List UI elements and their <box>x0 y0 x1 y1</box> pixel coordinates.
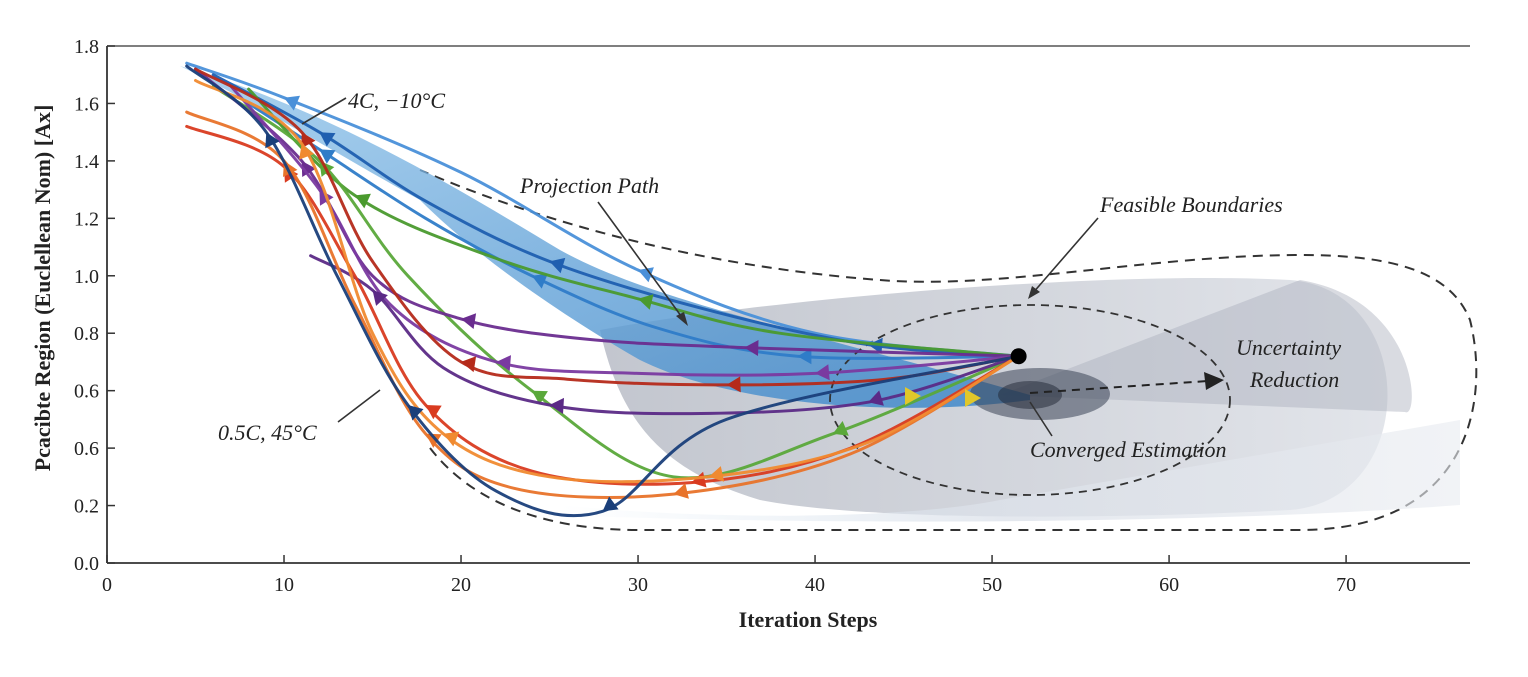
x-axis-title: Iteration Steps <box>739 607 878 632</box>
series-arrow-red-2 <box>726 376 741 393</box>
series-arrow-navy-1 <box>602 496 619 512</box>
series-arrow-green-1 <box>354 193 371 209</box>
series-arrow-orange-1 <box>673 483 689 499</box>
series-arrow-purple-1 <box>461 313 477 329</box>
y-tick-label: 1.0 <box>74 266 99 288</box>
series-arrow-blue-1 <box>284 95 300 111</box>
x-tick-label: 70 <box>1336 574 1356 596</box>
annotation-feasible-boundaries: Feasible Boundaries <box>1099 192 1283 217</box>
series-arrow-purple-3 <box>549 397 564 414</box>
annotation-projection-path: Projection Path <box>519 173 659 198</box>
series-arrow-purple-2 <box>815 364 830 381</box>
series-arrow-blue-1 <box>638 267 654 283</box>
series-arrow-yellow <box>905 387 921 405</box>
y-tick-label: 0.6 <box>74 381 99 403</box>
series-arrow-orange-2 <box>299 143 315 160</box>
annotation-uncertainty: Uncertainty <box>1236 335 1341 360</box>
series-arrow-purple-3 <box>868 390 884 406</box>
uncertainty-ellipse <box>829 304 1231 496</box>
series-orange-1 <box>185 110 1021 499</box>
annotation-lower-condition: 0.5C, 45°C <box>218 420 317 445</box>
annotation-upper-condition: 4C, −10°C <box>348 88 445 113</box>
series-arrow-blue-2 <box>868 337 883 354</box>
annotation-reduction: Reduction <box>1249 367 1339 392</box>
x-tick-label: 60 <box>1159 574 1179 596</box>
y-tick-label: 0.6 <box>74 438 99 460</box>
feasible-boundary-outer <box>419 169 1478 531</box>
series-arrow-blue-3 <box>531 273 548 289</box>
pointer-projection-path <box>597 201 685 321</box>
x-tick-label: 30 <box>628 574 648 596</box>
y-tick-label: 1.2 <box>74 208 99 230</box>
x-tick-label: 40 <box>805 574 825 596</box>
y-axis-title: Pcacibte Region (Euclellean Nom) [Ax] <box>30 105 55 472</box>
pointer-feasible-boundaries-head <box>1028 286 1040 299</box>
series-navy-1 <box>185 64 1021 518</box>
series-arrow-green-2 <box>531 390 548 405</box>
feasible-region-wedge <box>1000 280 1412 413</box>
converged-core <box>998 381 1062 409</box>
uncertainty-reduction-arrow-head <box>1204 372 1224 390</box>
series-arrow-blue-2 <box>549 257 566 274</box>
feasible-regions <box>180 66 1478 531</box>
series-red-2 <box>194 67 1021 387</box>
series-lines <box>185 61 1027 518</box>
series-arrow-red-1 <box>425 405 442 420</box>
series-arrow-yellow <box>965 389 981 407</box>
series-arrow-orange-1 <box>425 433 442 448</box>
y-tick-label: 0.0 <box>74 553 99 575</box>
uncertainty-reduction-arrow <box>1029 380 1209 394</box>
pointer-upper-condition <box>301 97 347 125</box>
series-arrow-blue-3 <box>797 348 812 365</box>
series-arrow-navy-1 <box>407 405 424 421</box>
pointer-feasible-boundaries <box>1031 217 1099 295</box>
y-tick-label: 1.8 <box>74 36 99 58</box>
annotations: 4C, −10°C 0.5C, 45°C Projection Path Fea… <box>218 88 1341 462</box>
series-orange-2 <box>194 79 1021 484</box>
series-arrow-purple-3 <box>372 290 388 306</box>
pointer-lower-condition <box>337 389 381 423</box>
x-tick-label: 50 <box>982 574 1002 596</box>
y-tick-label: 0.8 <box>74 323 99 345</box>
series-arrow-purple-1 <box>744 340 759 356</box>
pointer-projection-path-head <box>676 312 688 326</box>
series-arrow-orange-2 <box>443 431 460 447</box>
series-green-1 <box>247 87 1021 358</box>
converged-point <box>1010 348 1027 365</box>
y-tick-label: 1.6 <box>74 93 99 115</box>
annotation-converged-estimation: Converged Estimation <box>1030 437 1227 462</box>
series-arrow-blue-3 <box>319 149 336 164</box>
series-arrow-blue-2 <box>319 132 336 147</box>
x-tick-label: 0 <box>102 574 112 596</box>
x-tick-label: 10 <box>274 574 294 596</box>
series-arrow-green-2 <box>832 421 849 436</box>
series-arrow-red-2 <box>301 132 316 149</box>
projection-band <box>180 66 1030 408</box>
series-arrow-red-2 <box>461 356 477 373</box>
series-arrow-orange-2 <box>708 466 725 482</box>
series-arrow-green-1 <box>638 294 654 310</box>
pointer-converged-estimation <box>1029 401 1053 437</box>
axes: 0 10 20 30 40 50 60 70 0.0 0.2 0.6 0.6 0.8 1.0 1.2 1.4 1… <box>74 36 1470 596</box>
lower-fade-band <box>560 420 1460 522</box>
y-tick-label: 1.4 <box>74 151 99 173</box>
series-arrow-purple-2 <box>496 355 511 372</box>
y-tick-label: 0.2 <box>74 496 99 518</box>
series-arrow-red-1 <box>691 471 707 488</box>
series-arrow-navy-1 <box>265 132 280 149</box>
x-tick-label: 20 <box>451 574 471 596</box>
